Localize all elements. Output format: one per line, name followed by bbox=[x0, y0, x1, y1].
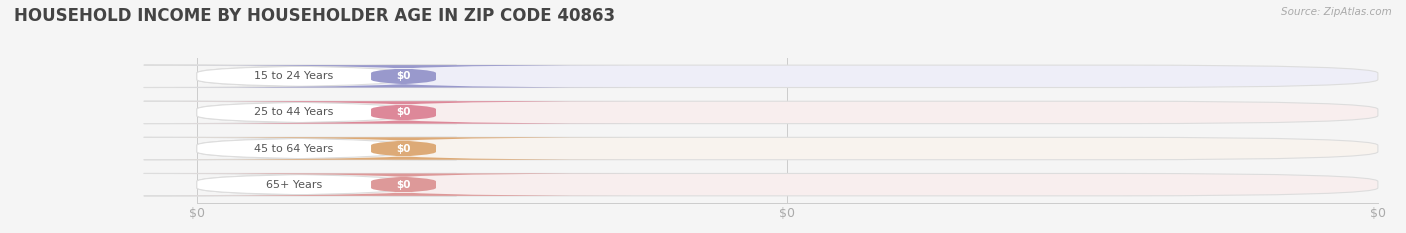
Text: $0: $0 bbox=[396, 107, 411, 117]
FancyBboxPatch shape bbox=[197, 65, 1378, 88]
Text: $0: $0 bbox=[396, 71, 411, 81]
FancyBboxPatch shape bbox=[176, 137, 631, 160]
FancyBboxPatch shape bbox=[143, 101, 457, 124]
FancyBboxPatch shape bbox=[143, 65, 457, 88]
Text: 15 to 24 Years: 15 to 24 Years bbox=[254, 71, 333, 81]
Text: $0: $0 bbox=[396, 144, 411, 154]
FancyBboxPatch shape bbox=[176, 173, 631, 196]
Text: 45 to 64 Years: 45 to 64 Years bbox=[254, 144, 333, 154]
FancyBboxPatch shape bbox=[143, 173, 457, 196]
Text: 65+ Years: 65+ Years bbox=[266, 180, 322, 190]
FancyBboxPatch shape bbox=[197, 173, 1378, 196]
FancyBboxPatch shape bbox=[197, 137, 1378, 160]
FancyBboxPatch shape bbox=[176, 101, 631, 124]
FancyBboxPatch shape bbox=[197, 101, 1378, 124]
Text: 25 to 44 Years: 25 to 44 Years bbox=[254, 107, 333, 117]
Text: $0: $0 bbox=[396, 180, 411, 190]
Text: Source: ZipAtlas.com: Source: ZipAtlas.com bbox=[1281, 7, 1392, 17]
FancyBboxPatch shape bbox=[143, 137, 457, 160]
Text: HOUSEHOLD INCOME BY HOUSEHOLDER AGE IN ZIP CODE 40863: HOUSEHOLD INCOME BY HOUSEHOLDER AGE IN Z… bbox=[14, 7, 616, 25]
FancyBboxPatch shape bbox=[176, 65, 631, 88]
